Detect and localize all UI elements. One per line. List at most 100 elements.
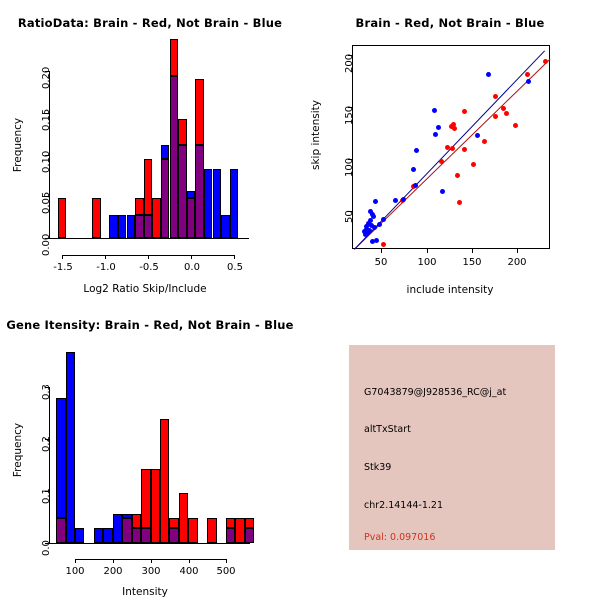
scatter-x-tick-label-200: 200 <box>507 257 527 268</box>
scatter-point <box>482 138 488 144</box>
gene-intensity-title: Gene Itensity: Brain - Red, Not Brain - … <box>6 318 294 332</box>
scatter-y-tick-200 <box>348 55 352 56</box>
scatter-point <box>363 227 369 233</box>
info-locus: chr2.14144-1.21 <box>364 500 444 511</box>
gene-x-tick-label-500: 500 <box>216 566 236 577</box>
ratio-x-tick-2 <box>148 255 149 259</box>
histogram-bar <box>141 468 151 529</box>
histogram-bar <box>135 197 144 215</box>
scatter-point <box>380 241 386 247</box>
gene-intensity-baseline <box>49 543 250 544</box>
histogram-bar-overlap <box>226 528 236 543</box>
info-probe-id: G7043879@J928536_RC@j_at <box>364 387 507 398</box>
scatter-point <box>369 238 375 244</box>
scatter-point <box>462 147 468 153</box>
intensity-scatter-panel: Brain - Red, Not Brain - Blue skip inten… <box>300 0 600 300</box>
scatter-point <box>452 126 458 132</box>
histogram-bar <box>169 518 179 529</box>
histogram-bar <box>178 118 187 146</box>
scatter-point <box>414 148 420 154</box>
scatter-point <box>368 217 374 223</box>
histogram-bar <box>122 514 132 519</box>
histogram-bar-overlap <box>135 214 144 238</box>
ratio-x-tick-label-1: -1.0 <box>96 262 116 273</box>
histogram-bar <box>221 214 230 238</box>
gene-x-tick-label-200: 200 <box>103 566 123 577</box>
gene-intensity-bars <box>0 300 300 600</box>
scatter-point <box>513 123 519 129</box>
ratio-x-tick-label-3: 0.0 <box>184 262 200 273</box>
scatter-point <box>412 182 418 188</box>
scatter-point <box>450 122 456 128</box>
scatter-point <box>380 216 386 222</box>
scatter-point <box>475 132 481 138</box>
histogram-bar-overlap <box>160 158 170 238</box>
histogram-bar <box>244 518 255 529</box>
scatter-point <box>366 220 372 226</box>
scatter-point <box>370 213 376 219</box>
scatter-x-tick-200 <box>517 249 518 253</box>
histogram-bar <box>75 528 85 543</box>
gene-x-tick-100 <box>75 559 76 563</box>
ratio-histogram-y-axis <box>49 71 50 239</box>
scatter-y-tick-100 <box>348 159 352 160</box>
histogram-bar-overlap <box>169 528 179 543</box>
intensity-scatter-points <box>300 0 600 300</box>
scatter-point <box>374 237 380 243</box>
scatter-point <box>367 228 373 234</box>
gene-x-tick-300 <box>151 559 152 563</box>
gene-x-tick-500 <box>226 559 227 563</box>
gene-y-tick-3 <box>45 387 49 388</box>
histogram-bar <box>152 197 161 238</box>
histogram-bar-overlap <box>56 518 66 543</box>
histogram-bar <box>150 468 160 543</box>
scatter-point <box>485 72 491 78</box>
gene-intensity-panel: Gene Itensity: Brain - Red, Not Brain - … <box>0 300 300 600</box>
ratio-x-tick-3 <box>191 255 192 259</box>
intensity-scatter-title: Brain - Red, Not Brain - Blue <box>355 16 545 30</box>
scatter-point <box>493 113 499 119</box>
histogram-bar-overlap <box>143 214 153 238</box>
scatter-point <box>410 166 416 172</box>
scatter-point <box>524 72 530 78</box>
scatter-point <box>431 107 437 113</box>
histogram-bar-overlap <box>178 145 187 238</box>
scatter-point <box>436 125 442 131</box>
ratio-y-tick-4 <box>45 71 49 72</box>
histogram-bar <box>65 351 75 543</box>
histogram-bar <box>212 168 222 238</box>
scatter-point <box>461 108 467 114</box>
histogram-bar <box>57 197 67 238</box>
scatter-point <box>445 145 451 151</box>
histogram-bar <box>203 168 213 238</box>
scatter-point <box>439 188 445 194</box>
ratio-x-tick-1 <box>105 255 106 259</box>
histogram-bar-overlap <box>122 518 132 543</box>
histogram-bar-overlap <box>141 528 151 543</box>
scatter-point <box>433 131 439 137</box>
gene-x-tick-400 <box>189 559 190 563</box>
histogram-bar <box>56 398 66 519</box>
ratio-x-tick-4 <box>234 255 235 259</box>
scatter-point <box>449 146 455 152</box>
histogram-bar <box>103 528 113 543</box>
ratio-x-tick-0 <box>62 255 63 259</box>
ratio-histogram-baseline <box>49 238 249 239</box>
scatter-y-tick-50 <box>348 211 352 212</box>
intensity-scatter-xlabel: include intensity <box>406 284 494 296</box>
gene-x-tick-label-300: 300 <box>141 566 161 577</box>
scatter-point <box>493 94 499 100</box>
histogram-bar <box>207 518 217 543</box>
scatter-x-tick-50 <box>381 249 382 253</box>
scatter-point <box>372 199 378 205</box>
scatter-point <box>471 161 477 167</box>
gene-info-panel: G7043879@J928536_RC@j_at altTxStart Stk3… <box>349 345 555 550</box>
scatter-point <box>525 78 531 84</box>
scatter-point <box>501 105 507 111</box>
gene-x-tick-label-400: 400 <box>179 566 199 577</box>
gene-intensity-xlabel: Intensity <box>122 586 168 598</box>
histogram-bar <box>178 492 189 543</box>
histogram-bar <box>143 158 153 215</box>
gene-y-tick-0 <box>45 543 49 544</box>
scatter-point <box>368 208 374 214</box>
